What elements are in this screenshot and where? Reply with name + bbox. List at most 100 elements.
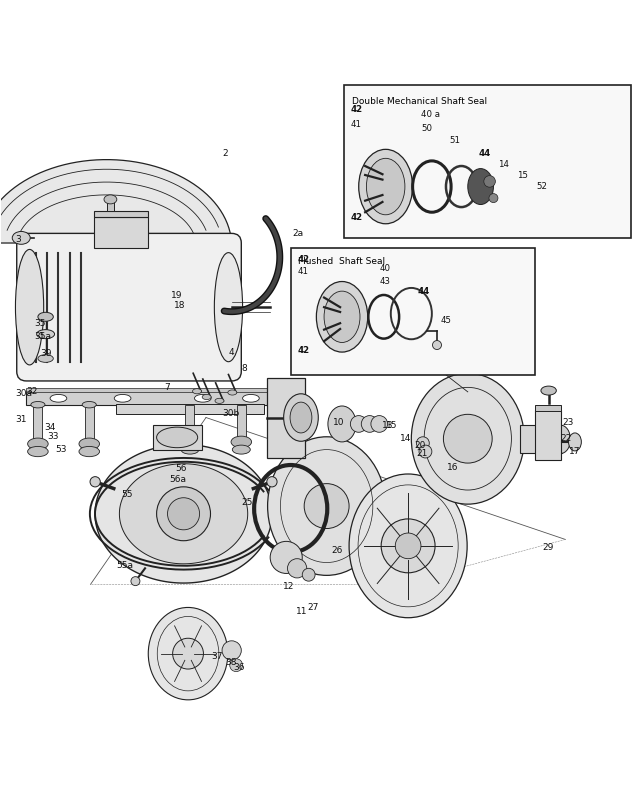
Ellipse shape — [28, 446, 48, 457]
Bar — [116, 404, 264, 414]
Text: Flushed  Shaft Seal: Flushed Shaft Seal — [298, 257, 386, 266]
Ellipse shape — [38, 312, 53, 322]
Circle shape — [419, 445, 432, 458]
Text: 42: 42 — [350, 105, 363, 114]
Circle shape — [222, 641, 241, 660]
Ellipse shape — [324, 291, 360, 342]
Ellipse shape — [568, 433, 581, 451]
Circle shape — [302, 569, 315, 581]
Circle shape — [484, 175, 495, 187]
Circle shape — [90, 476, 100, 487]
Ellipse shape — [28, 438, 48, 449]
Text: 44: 44 — [418, 287, 430, 295]
Circle shape — [489, 194, 498, 202]
Circle shape — [371, 415, 388, 432]
Ellipse shape — [328, 406, 356, 442]
Text: 40: 40 — [379, 264, 390, 273]
Text: 21: 21 — [417, 449, 428, 458]
Ellipse shape — [468, 168, 493, 205]
Text: 18: 18 — [174, 302, 185, 310]
Bar — [154, 426, 201, 449]
Polygon shape — [0, 160, 231, 246]
Ellipse shape — [231, 436, 251, 448]
Text: 4: 4 — [228, 348, 234, 357]
Text: 14: 14 — [498, 160, 509, 169]
Bar — [26, 391, 289, 406]
Text: 15: 15 — [517, 172, 528, 180]
Text: 17: 17 — [568, 447, 580, 456]
Text: 26: 26 — [331, 546, 343, 556]
Text: 36: 36 — [233, 663, 244, 673]
Text: 39: 39 — [41, 349, 52, 358]
Circle shape — [433, 341, 442, 349]
Text: 42: 42 — [297, 346, 309, 355]
Ellipse shape — [149, 607, 228, 700]
Ellipse shape — [79, 446, 100, 457]
Text: 10: 10 — [333, 418, 345, 427]
Text: 35a: 35a — [34, 332, 51, 341]
Circle shape — [444, 414, 492, 463]
Ellipse shape — [412, 373, 524, 504]
Text: 30b: 30b — [222, 409, 239, 418]
Text: 30a: 30a — [15, 389, 32, 399]
Text: 13: 13 — [383, 422, 394, 430]
Ellipse shape — [192, 388, 201, 394]
Bar — [267, 378, 305, 458]
Ellipse shape — [367, 158, 405, 215]
Ellipse shape — [316, 282, 368, 352]
Ellipse shape — [290, 402, 312, 433]
Text: 15: 15 — [386, 422, 397, 430]
Ellipse shape — [82, 402, 96, 408]
Text: 53: 53 — [55, 445, 67, 454]
Text: 31: 31 — [15, 415, 26, 424]
Text: 2: 2 — [222, 148, 228, 158]
Text: 56: 56 — [175, 464, 186, 473]
Text: 56a: 56a — [169, 475, 186, 484]
Text: 11: 11 — [296, 607, 307, 616]
Text: 44: 44 — [478, 148, 491, 158]
Ellipse shape — [157, 427, 197, 448]
Circle shape — [230, 659, 242, 672]
Text: 41: 41 — [350, 120, 361, 129]
Ellipse shape — [31, 402, 45, 408]
Text: 37: 37 — [211, 653, 222, 661]
Text: 14: 14 — [400, 434, 411, 443]
Bar — [185, 405, 194, 442]
Circle shape — [304, 484, 349, 529]
Ellipse shape — [37, 330, 55, 338]
Text: 50: 50 — [421, 125, 432, 133]
Bar — [107, 199, 114, 211]
Ellipse shape — [38, 355, 53, 362]
Circle shape — [361, 415, 378, 432]
Ellipse shape — [214, 252, 242, 362]
Circle shape — [395, 533, 421, 559]
Text: 52: 52 — [536, 182, 547, 191]
Circle shape — [270, 542, 302, 573]
Text: 42: 42 — [297, 255, 309, 264]
Text: 45: 45 — [440, 315, 451, 325]
Text: 35: 35 — [34, 318, 46, 328]
Text: 16: 16 — [447, 463, 458, 472]
Text: 55a: 55a — [116, 561, 133, 569]
Polygon shape — [95, 445, 272, 583]
Ellipse shape — [179, 436, 200, 448]
Bar — [344, 85, 631, 238]
Text: Double Mechanical Shaft Seal: Double Mechanical Shaft Seal — [352, 97, 487, 106]
Bar — [33, 405, 42, 445]
Circle shape — [287, 559, 307, 578]
Text: 55: 55 — [122, 490, 133, 499]
Bar — [237, 405, 246, 442]
Bar — [26, 388, 289, 392]
Text: 25: 25 — [241, 499, 253, 507]
Circle shape — [417, 437, 430, 449]
Ellipse shape — [50, 395, 67, 402]
Ellipse shape — [181, 445, 199, 454]
Text: 27: 27 — [307, 603, 319, 612]
Bar — [534, 405, 561, 411]
Text: 23: 23 — [562, 418, 574, 427]
Text: 22: 22 — [560, 434, 572, 443]
Circle shape — [173, 638, 203, 669]
Bar — [534, 410, 561, 460]
Text: 3: 3 — [15, 235, 21, 245]
Bar — [94, 211, 149, 218]
